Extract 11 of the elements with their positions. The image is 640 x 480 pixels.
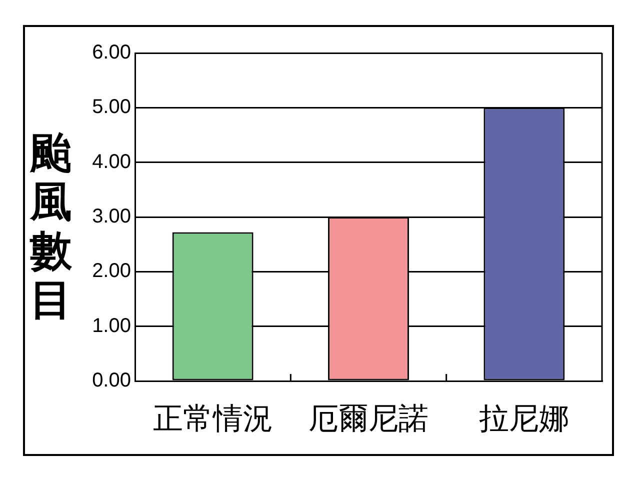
- y-tick-label: 0.00: [92, 370, 131, 392]
- x-tick-label: 厄爾尼諾: [308, 402, 428, 436]
- y-axis-title: 颱風數目: [28, 128, 73, 324]
- y-tick-label: 5.00: [92, 96, 131, 118]
- y-tick-label: 2.00: [92, 260, 131, 282]
- x-tick-label: 正常情況: [152, 402, 273, 436]
- x-tick-label: 拉尼娜: [479, 402, 570, 436]
- y-tick-label: 1.00: [92, 314, 131, 337]
- y-tick-label: 6.00: [92, 42, 131, 64]
- y-tick-label: 3.00: [92, 206, 131, 228]
- y-tick-label: 4.00: [92, 150, 131, 173]
